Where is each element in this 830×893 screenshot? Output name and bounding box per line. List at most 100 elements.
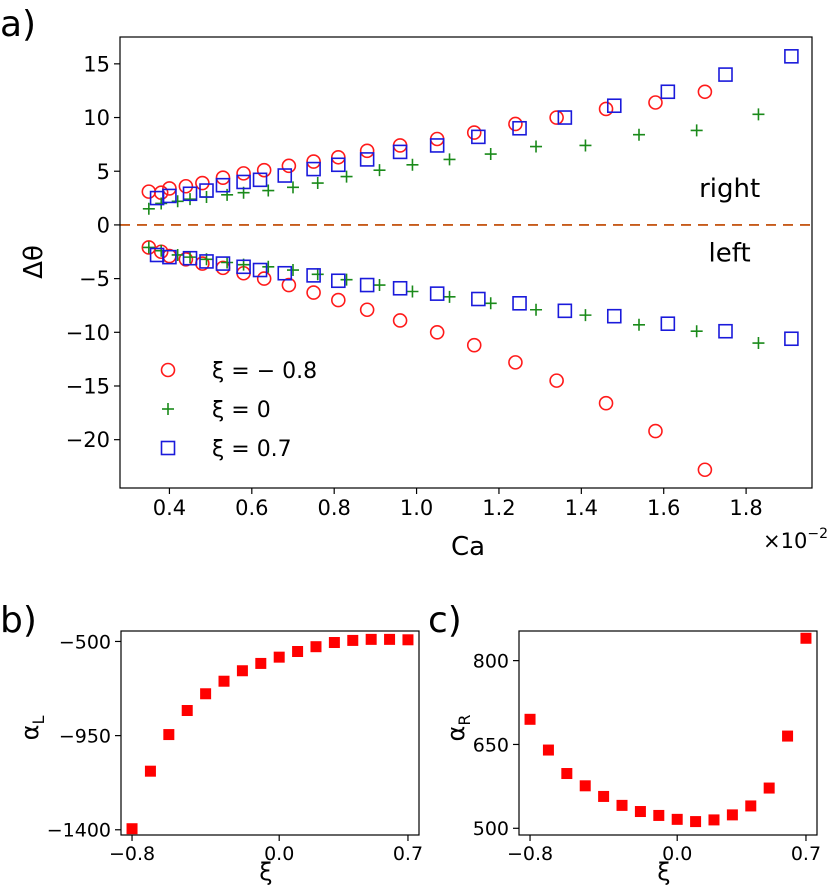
data-point-series2-left [660, 316, 676, 332]
data-point [542, 744, 554, 756]
panel-a-xtick-label: 0.4 [153, 496, 186, 520]
data-point [126, 823, 138, 835]
panel-a-frame [119, 36, 813, 489]
data-point-series2-left [162, 249, 177, 265]
panel-label-a: a) [0, 4, 36, 45]
data-point-series1-right [752, 108, 765, 121]
data-point [163, 729, 175, 741]
data-point-series1-right [530, 140, 543, 153]
data-point-series1-right [262, 184, 275, 197]
data-point-series2-right [236, 174, 251, 190]
data-point-series1-right [155, 197, 168, 210]
data-point-series1-left [690, 325, 703, 338]
data-point-series1-left [752, 337, 765, 350]
data-point-series2-left [392, 280, 408, 296]
data-point-series2-right [606, 98, 622, 114]
data-point-series1-left [142, 241, 155, 254]
data-point-series2-right [359, 152, 375, 167]
panel-a-xtick-label: 1.6 [647, 496, 680, 520]
data-point-series0-right [697, 84, 713, 100]
data-point-series0-left [392, 313, 408, 328]
data-point-series2-left [784, 331, 799, 347]
data-point-series1-right [690, 124, 703, 137]
data-point-series1-left [184, 251, 197, 264]
data-point-series0-right [153, 185, 169, 201]
data-point [200, 688, 212, 700]
data-point-series2-left [252, 262, 268, 278]
panel-a-ytick-label: 5 [97, 160, 110, 184]
data-point-series2-left [182, 250, 198, 266]
data-point [292, 646, 304, 658]
panel-a-ytick-label: −15 [66, 375, 110, 399]
data-point-series1-left [579, 309, 592, 322]
data-point [616, 799, 628, 811]
data-point [800, 632, 812, 644]
data-point-series1-right [633, 128, 645, 141]
data-point-series0-right [359, 143, 375, 159]
panel-b-points [126, 633, 414, 835]
data-point-series2-right [199, 183, 214, 198]
data-point-series2-right [429, 138, 445, 153]
legend-label-xi-neg08: ξ = − 0.8 [212, 359, 317, 384]
data-point-series0-left [178, 251, 194, 267]
data-point [181, 705, 193, 717]
data-point-series1-left [373, 279, 386, 292]
data-point [402, 634, 414, 646]
data-point-series1-left [171, 248, 184, 261]
data-point-series1-left [633, 318, 645, 331]
panel-b-ytick-label: −500 [59, 631, 111, 653]
data-point [347, 634, 359, 646]
data-point-series1-left [262, 260, 275, 273]
panel-a-xticks: 0.4 0.6 0.8 1.0 1.2 1.4 1.6 1.8 [153, 488, 763, 520]
panel-b-xticks: −0.8 0.0 0.7 [109, 835, 423, 865]
data-point-series1-right [171, 195, 184, 208]
data-point-series2-right [557, 110, 573, 125]
data-point-series1-right [311, 177, 324, 190]
data-point-series2-right [215, 177, 231, 193]
panel-b-xlabel: ξ [259, 858, 272, 886]
data-point [561, 768, 573, 780]
data-point-series1-right [221, 188, 234, 201]
data-point-series2-right [252, 172, 268, 188]
panel-a-xtick-label: 0.6 [235, 496, 268, 520]
data-point-series1-left [530, 303, 543, 316]
data-point-series2-right [306, 161, 321, 177]
panel-b-ytick-label: −950 [59, 725, 111, 747]
panel-b-yticks: −500 −950 −1400 [47, 631, 121, 842]
annotation-left: left [709, 238, 751, 268]
panel-b-xtick-label: 0.0 [264, 843, 294, 865]
data-point-series1-left [443, 290, 456, 303]
panel-a-ytick-label: −10 [66, 321, 110, 345]
data-point-series0-left [697, 462, 713, 478]
data-point-series0-left [281, 277, 297, 293]
data-point [273, 651, 285, 663]
panel-b-ylabel: αL [16, 716, 48, 741]
data-point-series2-right [162, 188, 177, 204]
data-point-series2-right [277, 168, 293, 183]
data-point-series0-right [598, 101, 614, 117]
panel-a-xtick-label: 1.8 [729, 496, 762, 520]
data-point-series0-right [215, 170, 231, 185]
panel-a-yticks: 15 10 5 0 −5 −10 −15 −20 [66, 52, 120, 452]
panel-c-ylabel: αR [442, 715, 474, 742]
panel-c-xticks: −0.8 0.0 0.7 [507, 835, 821, 865]
data-point-series2-left [331, 273, 346, 289]
data-point-series2-right [331, 157, 346, 173]
data-point-series0-left [331, 292, 346, 308]
data-point-series0-left [466, 337, 482, 353]
data-point-series1-left [221, 256, 234, 269]
legend-label-xi-0: ξ = 0 [212, 398, 271, 423]
data-point [690, 816, 702, 828]
data-point [782, 730, 794, 742]
panel-c-xtick-label: −0.8 [507, 843, 553, 865]
data-point [384, 633, 396, 645]
data-point [671, 813, 683, 825]
panel-c-ytick-label: 800 [473, 650, 509, 672]
data-point-series0-left [359, 302, 375, 318]
data-point-series1-left [484, 297, 497, 310]
data-point-series1-left [311, 268, 324, 281]
data-point-series0-left [306, 285, 321, 300]
panel-c-yticks: 800 650 500 [473, 650, 519, 840]
data-point-series1-right [443, 153, 456, 166]
